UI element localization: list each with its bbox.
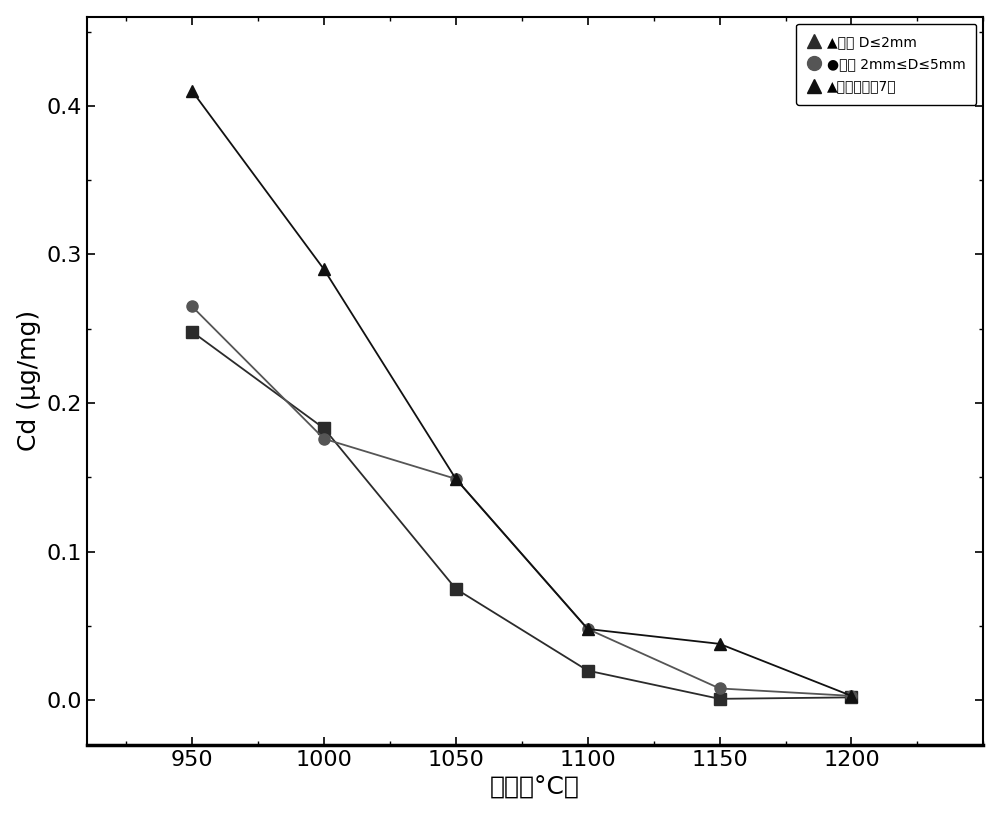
Legend: ▲代表 D≤2mm, ●代表 2mm≤D≤5mm, ▲代表完整顐7粒: ▲代表 D≤2mm, ●代表 2mm≤D≤5mm, ▲代表完整顐7粒 [796, 24, 976, 104]
X-axis label: 温度（°C）: 温度（°C） [490, 775, 580, 800]
Y-axis label: Cd (μg/mg): Cd (μg/mg) [17, 310, 41, 451]
